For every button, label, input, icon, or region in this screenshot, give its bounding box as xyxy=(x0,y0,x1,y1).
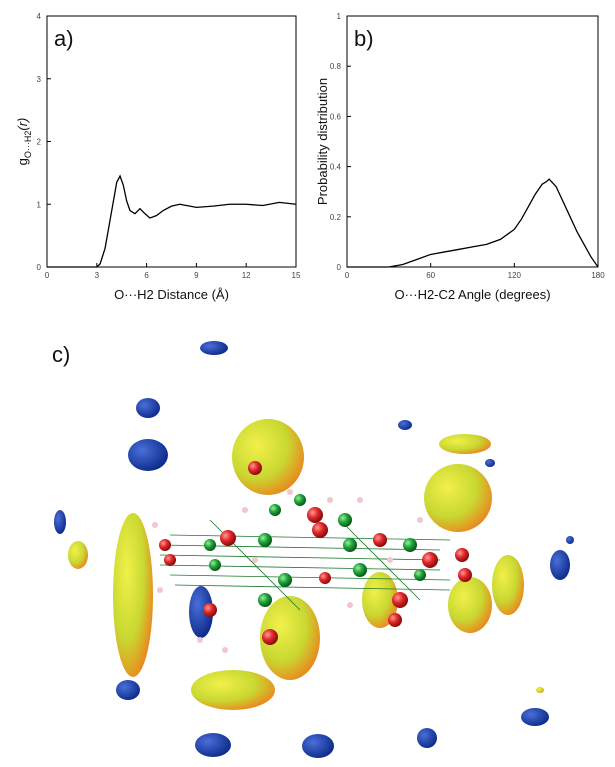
carbon-atoms xyxy=(204,494,426,607)
y-tick-label: 1 xyxy=(337,12,342,21)
yellow-isosurfaces xyxy=(68,419,544,710)
x-axis-label: O···H2-C2 Angle (degrees) xyxy=(394,287,550,302)
x-tick-label: 3 xyxy=(95,271,100,280)
y-label-tail: (r) xyxy=(15,118,30,131)
panel-label: c) xyxy=(52,342,70,367)
x-tick-label: 9 xyxy=(194,271,199,280)
plot-frame xyxy=(346,15,599,268)
y-axis-label: gO···H2(r) xyxy=(15,118,33,166)
blue-isosurfaces xyxy=(54,341,574,758)
x-tick-label: 120 xyxy=(508,271,522,280)
y-axis-label: Probability distribution xyxy=(315,78,330,205)
y-label-main: g xyxy=(15,158,30,165)
x-tick-label: 0 xyxy=(345,271,350,280)
data-line xyxy=(47,174,297,268)
oxygen-atoms xyxy=(159,461,472,645)
x-tick-label: 15 xyxy=(292,271,301,280)
panel-label: a) xyxy=(54,26,74,51)
y-tick-label: 0.8 xyxy=(330,62,342,71)
hydrogen-atoms xyxy=(152,489,423,653)
x-tick-label: 12 xyxy=(242,271,251,280)
molecular-render: c) xyxy=(52,341,574,758)
y-tick-label: 0 xyxy=(337,263,342,272)
y-tick-label: 0.2 xyxy=(330,213,342,222)
y-tick-label: 3 xyxy=(37,75,42,84)
x-tick-label: 60 xyxy=(426,271,435,280)
y-tick-label: 0.4 xyxy=(330,163,342,172)
y-tick-label: 2 xyxy=(37,138,42,147)
panel-label: b) xyxy=(354,26,374,51)
y-label-sub: O···H2 xyxy=(23,131,33,159)
y-tick-label: 1 xyxy=(37,200,42,209)
y-tick-label: 0.6 xyxy=(330,112,342,121)
y-tick-label: 0 xyxy=(37,263,42,272)
bonds xyxy=(159,519,451,611)
x-tick-label: 180 xyxy=(591,271,605,280)
x-tick-label: 0 xyxy=(45,271,50,280)
y-tick-label: 4 xyxy=(37,12,42,21)
x-axis-label: O···H2 Distance (Å) xyxy=(114,287,229,302)
data-line xyxy=(347,178,599,268)
plot-frame xyxy=(46,15,297,268)
x-tick-label: 6 xyxy=(144,271,149,280)
